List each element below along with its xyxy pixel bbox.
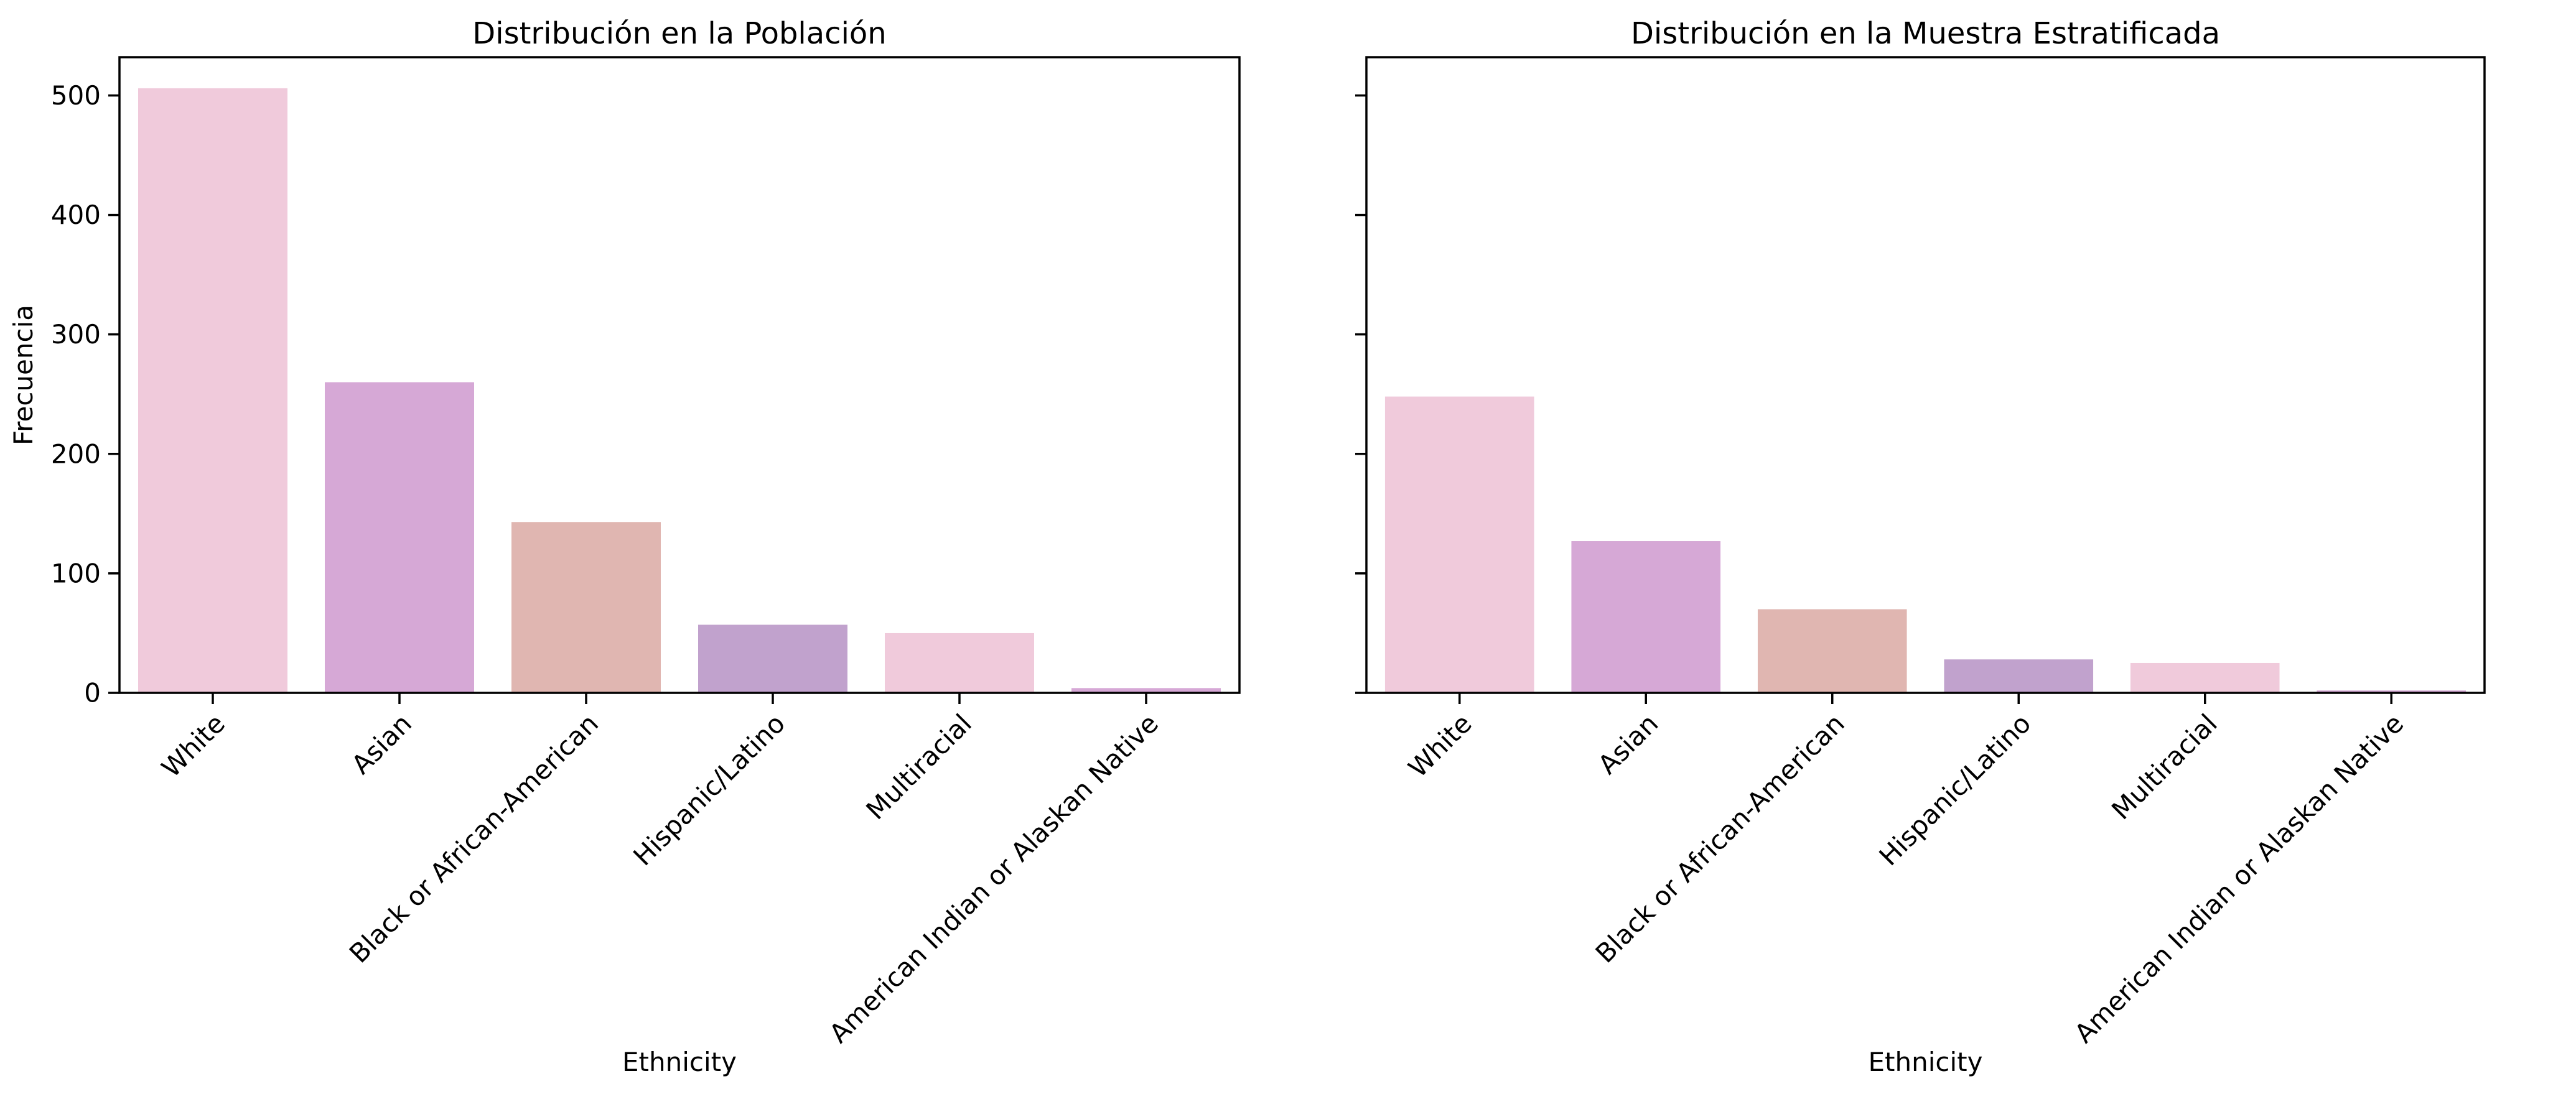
bar-hispanic-latino xyxy=(698,624,847,693)
x-axis-label: Ethnicity xyxy=(622,1047,737,1077)
x-tick-label: Hispanic/Latino xyxy=(627,708,791,871)
bar-black-or-african-american xyxy=(1757,609,1907,693)
x-tick-label: Hispanic/Latino xyxy=(1874,708,2037,871)
x-tick-label: Multiracial xyxy=(860,708,978,825)
x-tick-label: Asian xyxy=(1592,708,1664,780)
bar-asian xyxy=(325,382,474,693)
y-tick-label: 200 xyxy=(51,438,101,469)
x-tick-label: American Indian or Alaskan Native xyxy=(2068,708,2409,1049)
x-tick-label: Multiracial xyxy=(2106,708,2223,825)
y-tick-label: 500 xyxy=(51,80,101,111)
chart-title: Distribución en la Muestra Estratificada xyxy=(1631,16,2220,51)
bar-american-indian-or-alaskan-native xyxy=(1071,688,1221,693)
x-axis-label: Ethnicity xyxy=(1869,1047,1983,1077)
y-axis-label: Frecuencia xyxy=(8,305,39,445)
y-tick-label: 300 xyxy=(51,319,101,350)
bar-american-indian-or-alaskan-native xyxy=(2317,690,2466,693)
bar-asian xyxy=(1571,541,1721,693)
bar-multiracial xyxy=(2130,662,2280,693)
axes-frame xyxy=(118,56,1241,694)
y-tick-label: 400 xyxy=(51,200,101,230)
bar-hispanic-latino xyxy=(1944,659,2094,693)
y-tick-label: 100 xyxy=(51,558,101,588)
chart-title: Distribución en la Población xyxy=(472,16,886,51)
axes-frame xyxy=(1365,56,2486,694)
x-tick-label: American Indian or Alaskan Native xyxy=(823,708,1164,1049)
x-tick-label: White xyxy=(156,708,231,783)
bar-multiracial xyxy=(885,633,1034,693)
x-tick-label: White xyxy=(1402,708,1478,783)
x-tick-label: Asian xyxy=(345,708,418,780)
bar-white xyxy=(1384,396,1534,693)
y-tick-label: 0 xyxy=(84,678,101,708)
bar-white xyxy=(138,88,287,693)
bar-black-or-african-american xyxy=(511,522,661,693)
